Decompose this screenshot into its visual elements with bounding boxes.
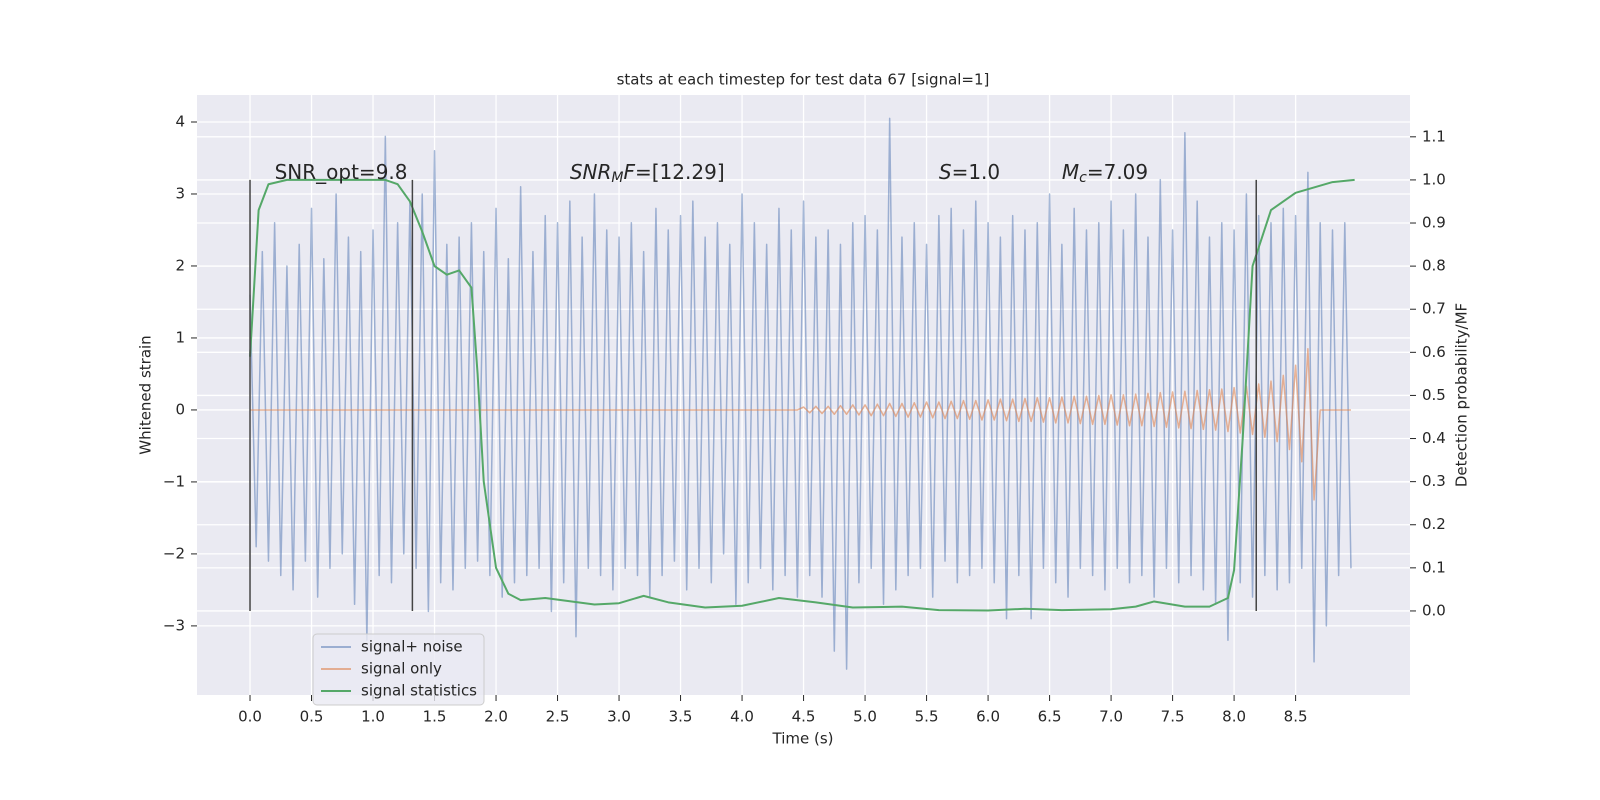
x-tick-label: 6.0 <box>976 708 1000 726</box>
annotation-part: S <box>939 160 952 184</box>
annotation-part: F <box>623 160 635 184</box>
x-tick-label: 2.5 <box>546 708 570 726</box>
annotation-part: c <box>1079 170 1087 186</box>
legend-label: signal only <box>361 660 442 678</box>
annotation: SNR_opt=9.8 <box>275 160 408 184</box>
x-tick-label: 0.0 <box>238 708 262 726</box>
annotation: S=1.0 <box>939 160 1000 184</box>
series-line <box>249 117 1352 670</box>
y2-tick-label: 0.2 <box>1422 515 1446 533</box>
x-tick-label: 7.5 <box>1161 708 1185 726</box>
annotation-part: =7.09 <box>1087 160 1148 184</box>
y2-tick-label: 0.6 <box>1422 343 1446 361</box>
y2-tick-label: 0.4 <box>1422 429 1446 447</box>
y2-tick-label: 0.0 <box>1422 601 1446 619</box>
annotation-part: M <box>1062 160 1079 184</box>
annotation-part: M <box>611 170 623 186</box>
y2-axis-label: Detection probability/MF <box>1453 303 1471 487</box>
y-tick-label: −3 <box>163 616 185 634</box>
y2-tick-label: 0.3 <box>1422 472 1446 490</box>
x-axis-label: Time (s) <box>772 730 834 748</box>
y2-tick-label: 0.5 <box>1422 386 1446 404</box>
y-tick-label: 2 <box>175 256 185 274</box>
x-tick-label: 4.0 <box>730 708 754 726</box>
annotation-part: SNR <box>570 160 612 184</box>
annotation-part: =[12.29] <box>635 160 725 184</box>
x-tick-label: 7.0 <box>1099 708 1123 726</box>
annotation-part: =1.0 <box>952 160 1001 184</box>
annotation: SNRMF=[12.29] <box>570 160 725 187</box>
y2-tick-label: 0.1 <box>1422 558 1446 576</box>
x-tick-label: 5.0 <box>853 708 877 726</box>
legend-box <box>312 633 485 706</box>
y2-tick-label: 0.8 <box>1422 257 1446 275</box>
x-tick-label: 1.0 <box>361 708 385 726</box>
x-tick-label: 3.0 <box>607 708 631 726</box>
y-tick-label: 0 <box>175 400 185 418</box>
x-tick-label: 4.5 <box>792 708 816 726</box>
y-tick-label: 1 <box>175 328 185 346</box>
x-tick-label: 8.0 <box>1222 708 1246 726</box>
y2-tick-label: 0.9 <box>1422 214 1446 232</box>
legend: signal+ noise signal only signal statistic… <box>312 633 485 706</box>
y2-tick-label: 1.1 <box>1422 127 1446 145</box>
x-tick-label: 5.5 <box>915 708 939 726</box>
x-tick-label: 0.5 <box>300 708 324 726</box>
x-tick-label: 2.0 <box>484 708 508 726</box>
series-line <box>250 348 1351 501</box>
legend-label: signal+ noise <box>361 638 463 656</box>
y-axis-label: Whitened strain <box>137 335 155 454</box>
y2-tick-label: 1.0 <box>1422 170 1446 188</box>
x-tick-label: 6.5 <box>1038 708 1062 726</box>
chart-title: stats at each timestep for test data 67 … <box>617 71 990 89</box>
y2-tick-label: 0.7 <box>1422 300 1446 318</box>
x-tick-label: 8.5 <box>1284 708 1308 726</box>
x-tick-label: 1.5 <box>423 708 447 726</box>
y-tick-label: −1 <box>163 472 185 490</box>
legend-label: signal statistics <box>361 682 477 700</box>
y-tick-label: 4 <box>175 112 185 130</box>
annotation: Mc=7.09 <box>1062 160 1148 187</box>
x-tick-label: 3.5 <box>669 708 693 726</box>
y-tick-label: 3 <box>175 184 185 202</box>
y-tick-label: −2 <box>163 544 185 562</box>
annotation-part: SNR_opt=9.8 <box>275 160 408 184</box>
series-line <box>249 178 1355 612</box>
